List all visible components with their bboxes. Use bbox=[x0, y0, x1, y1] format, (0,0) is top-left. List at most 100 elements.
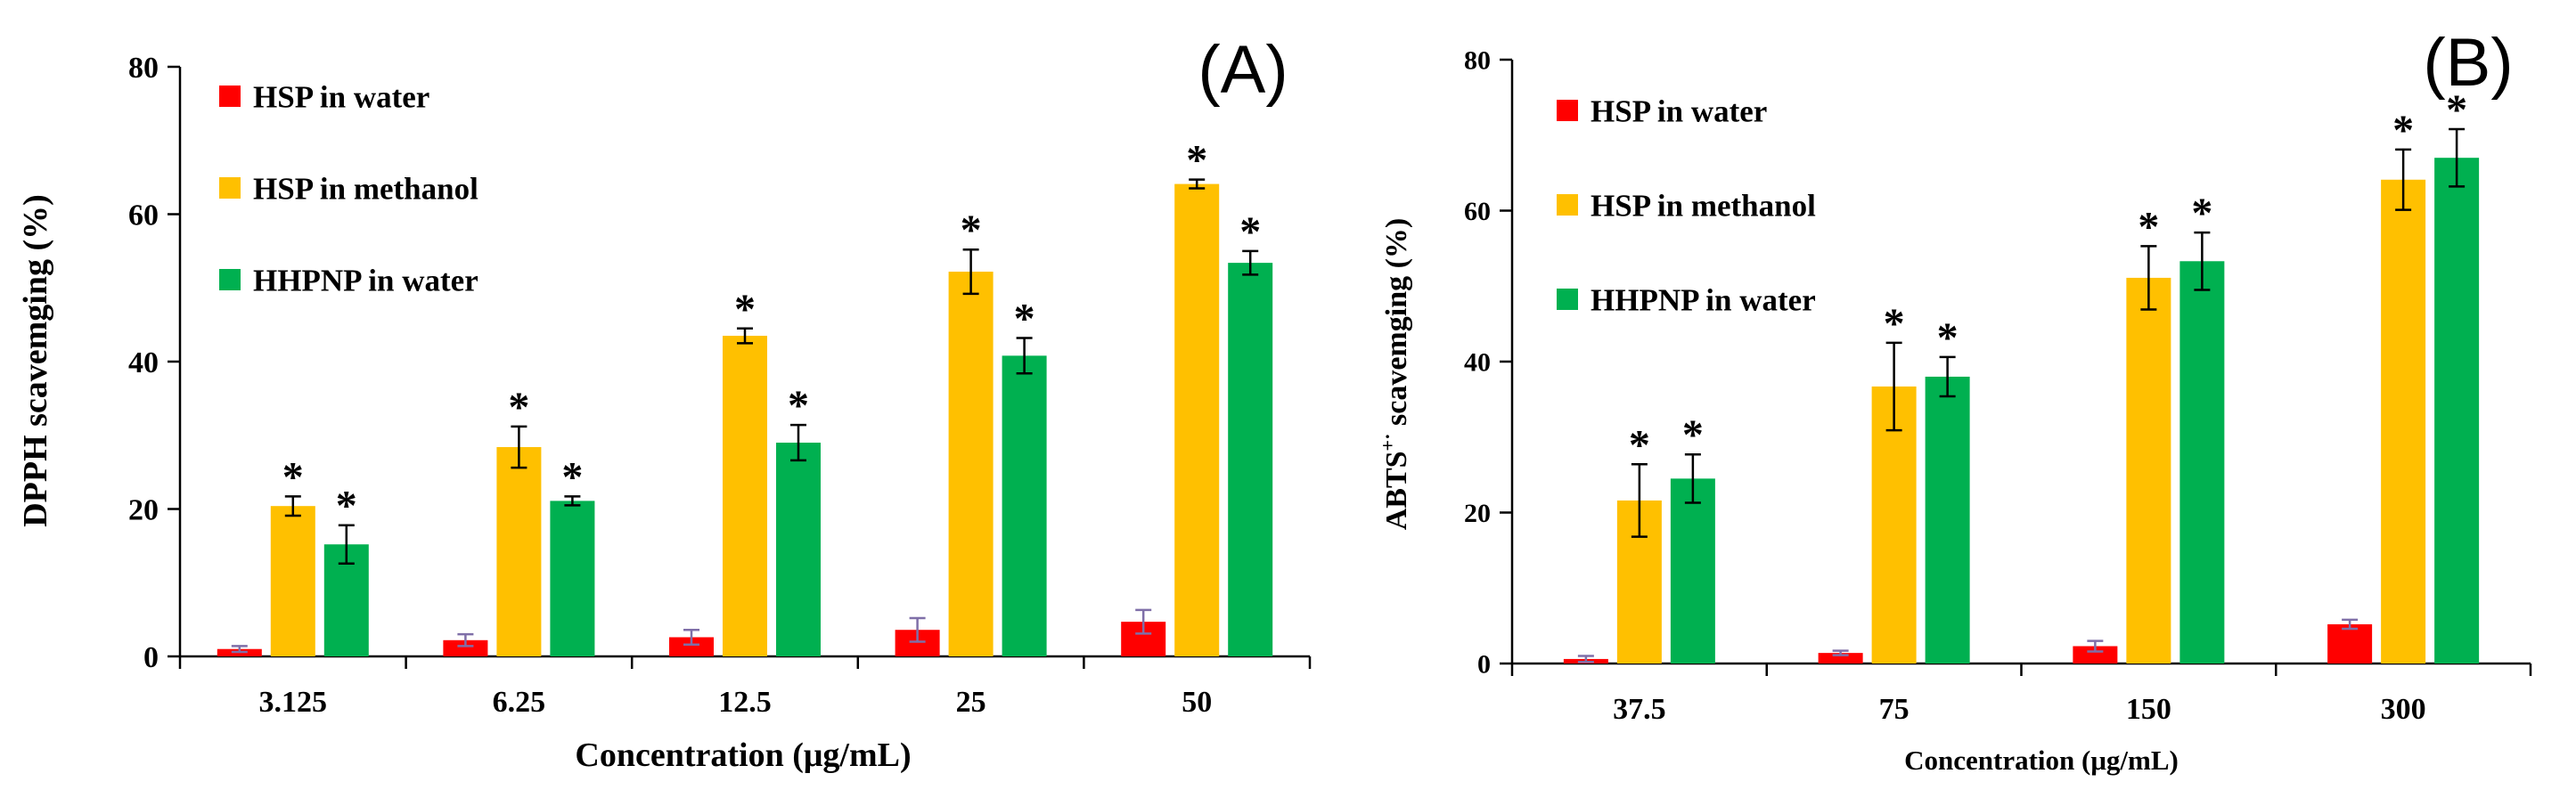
legend-item: HHPNP in water bbox=[1557, 282, 1816, 317]
error-bar bbox=[2194, 231, 2211, 291]
legend-swatch bbox=[219, 269, 241, 290]
bar bbox=[1871, 386, 1917, 664]
bar bbox=[2381, 179, 2426, 664]
error-bar bbox=[1832, 649, 1849, 656]
significance-marker: * bbox=[788, 382, 809, 429]
bar bbox=[776, 443, 821, 656]
error-bar bbox=[1577, 655, 1594, 664]
legend-swatch bbox=[1557, 194, 1578, 216]
legend-label: HHPNP in water bbox=[1591, 282, 1816, 317]
bar bbox=[496, 446, 542, 656]
bar bbox=[1002, 355, 1047, 656]
legend-item: HHPNP in water bbox=[219, 263, 478, 297]
chart-panel-b: 0 20 40 60 80 37.5 75 150 300 * * * * * * * * HSP in wate… bbox=[1376, 25, 2532, 776]
bar bbox=[1925, 376, 1970, 664]
significance-marker: * bbox=[2191, 190, 2212, 237]
error-bar bbox=[1885, 341, 1902, 432]
error-bar bbox=[683, 628, 699, 647]
error-bar bbox=[457, 632, 474, 647]
error-bar bbox=[2395, 148, 2412, 211]
error-bar bbox=[1242, 249, 1259, 276]
bar bbox=[1818, 653, 1863, 664]
y-tick-label: 40 bbox=[1464, 348, 1491, 378]
significance-marker: * bbox=[2138, 203, 2159, 250]
significance-marker: * bbox=[1884, 300, 1905, 347]
error-bar bbox=[962, 248, 979, 296]
y-tick-label: 0 bbox=[143, 641, 159, 674]
significance-marker: * bbox=[734, 286, 756, 333]
x-axis-title: Concentration (μg/mL) bbox=[575, 737, 911, 774]
x-tick-label: 25 bbox=[956, 686, 986, 719]
panel-label: (A) bbox=[1198, 32, 1288, 108]
bar bbox=[2434, 158, 2480, 664]
bar bbox=[1174, 183, 1220, 656]
error-bar bbox=[909, 616, 926, 643]
legend-item: HSP in methanol bbox=[1557, 188, 1816, 223]
legend-swatch bbox=[219, 86, 241, 107]
bar bbox=[2126, 277, 2171, 664]
bar bbox=[2179, 261, 2225, 664]
legend-label: HSP in water bbox=[1591, 94, 1767, 128]
significance-marker: * bbox=[282, 453, 304, 501]
error-bar bbox=[1135, 608, 1152, 635]
significance-marker: * bbox=[1014, 296, 1035, 343]
error-bar bbox=[790, 423, 806, 462]
y-tick-label: 60 bbox=[128, 199, 159, 232]
bar bbox=[550, 501, 595, 656]
legend-label: HSP in methanol bbox=[1591, 188, 1816, 223]
legend-item: HSP in water bbox=[219, 79, 429, 114]
significance-marker: * bbox=[1682, 411, 1704, 459]
bar bbox=[723, 336, 767, 656]
error-bar bbox=[1684, 452, 1701, 504]
significance-marker: * bbox=[961, 207, 982, 254]
error-bar bbox=[1939, 355, 1956, 398]
significance-marker: * bbox=[1239, 208, 1261, 256]
bar bbox=[948, 272, 994, 656]
x-tick-label: 6.25 bbox=[493, 686, 546, 719]
error-bar bbox=[511, 425, 527, 469]
error-bar bbox=[2342, 618, 2359, 631]
significance-marker: * bbox=[1186, 137, 1207, 184]
error-bar bbox=[2140, 245, 2157, 311]
x-tick-label: 150 bbox=[2126, 693, 2171, 726]
error-bar bbox=[737, 327, 753, 345]
error-bar bbox=[1016, 337, 1033, 375]
error-bar bbox=[1631, 463, 1648, 538]
panel-label: (B) bbox=[2423, 25, 2513, 101]
bar bbox=[1228, 263, 1273, 656]
x-tick-label: 3.125 bbox=[259, 686, 328, 719]
error-bar bbox=[2087, 639, 2104, 653]
legend-swatch bbox=[1557, 289, 1578, 310]
y-axis-title: ABTS+· scavemging (%) bbox=[1376, 218, 1413, 531]
x-tick-label: 75 bbox=[1879, 693, 1910, 726]
legend-item: HSP in methanol bbox=[219, 171, 478, 206]
y-axis-title: DPPH scavemging (%) bbox=[17, 194, 54, 527]
legend-label: HHPNP in water bbox=[253, 263, 478, 297]
significance-marker: * bbox=[1937, 314, 1959, 362]
error-bar bbox=[564, 495, 581, 507]
bar bbox=[443, 639, 488, 656]
bar bbox=[669, 637, 714, 656]
y-tick-label: 80 bbox=[1464, 46, 1491, 76]
significance-marker: * bbox=[508, 384, 529, 431]
x-tick-label: 300 bbox=[2381, 693, 2426, 726]
bar bbox=[270, 506, 315, 656]
legend-swatch bbox=[219, 177, 241, 199]
y-tick-label: 80 bbox=[128, 52, 159, 85]
significance-marker: * bbox=[1629, 421, 1650, 468]
x-tick-label: 50 bbox=[1182, 686, 1212, 719]
significance-marker: * bbox=[2446, 86, 2467, 134]
legend-label: HSP in water bbox=[253, 79, 429, 114]
x-tick-label: 37.5 bbox=[1613, 693, 1666, 726]
bar bbox=[2073, 646, 2118, 664]
error-bar bbox=[2449, 127, 2466, 188]
significance-marker: * bbox=[2392, 107, 2414, 154]
legend-label: HSP in methanol bbox=[253, 171, 478, 206]
legend-item: HSP in water bbox=[1557, 94, 1767, 128]
bar bbox=[2327, 623, 2373, 664]
x-axis-title: Concentration (μg/mL) bbox=[1904, 745, 2179, 776]
significance-marker: * bbox=[336, 483, 357, 530]
error-bar bbox=[1189, 178, 1206, 190]
y-tick-label: 20 bbox=[128, 493, 159, 526]
